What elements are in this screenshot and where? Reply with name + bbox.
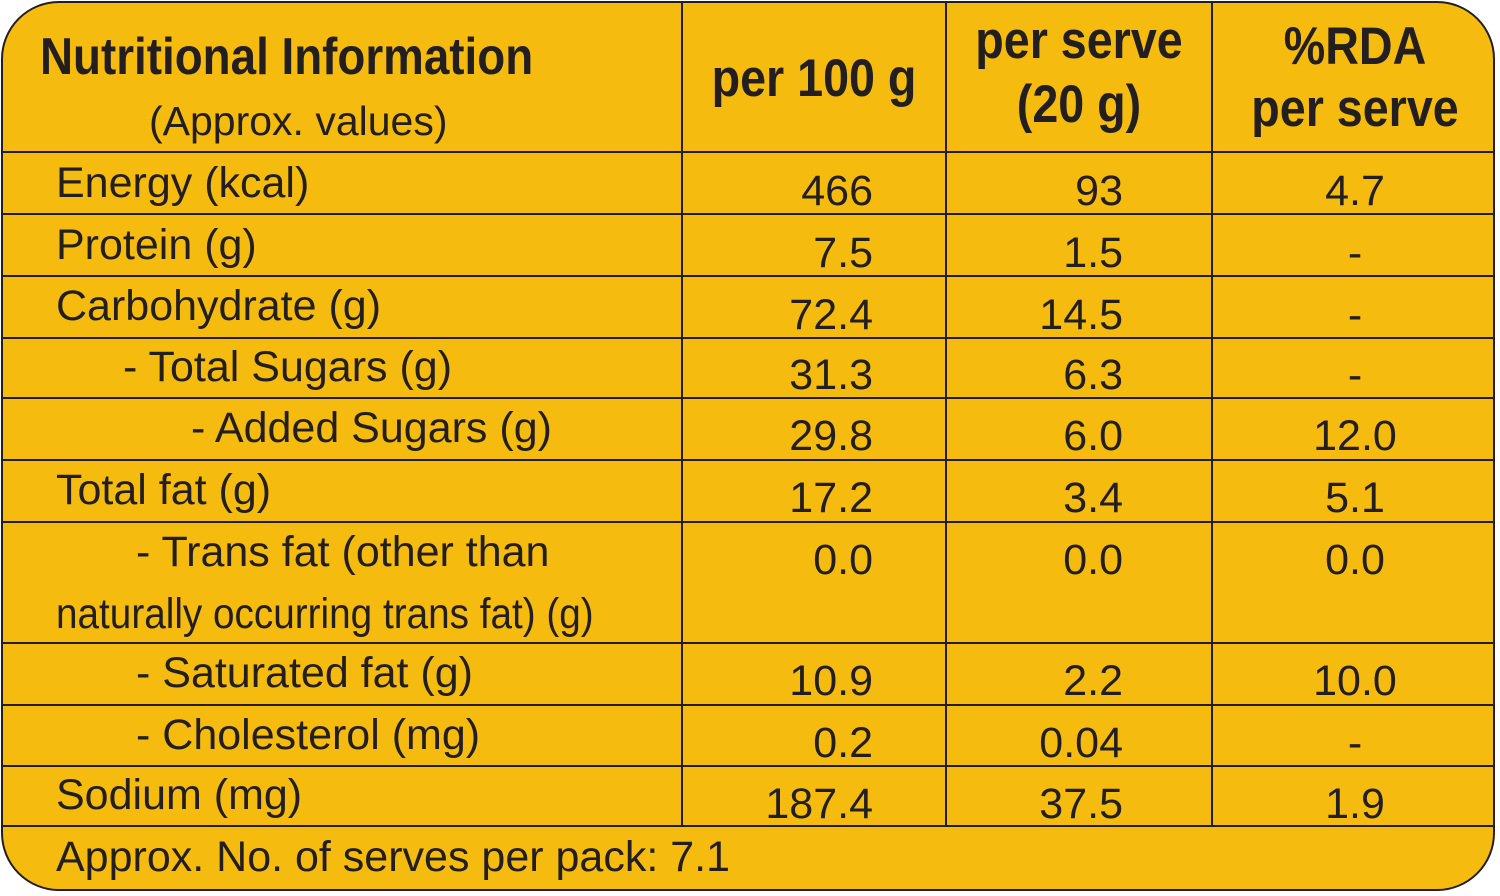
row-divider — [3, 151, 1493, 153]
row-divider — [3, 337, 1493, 339]
per-100g-value: 31.3 — [789, 351, 873, 399]
row-divider — [3, 825, 1493, 827]
nutrient-label: Sodium (mg) — [56, 771, 303, 819]
row-divider — [3, 275, 1493, 277]
column-header-rda: %RDA — [1283, 17, 1427, 76]
per-100g-value: 7.5 — [813, 229, 873, 277]
per-100g-value: 187.4 — [765, 780, 873, 828]
per-100g-value: 466 — [801, 167, 873, 215]
row-divider — [3, 213, 1493, 215]
row-divider — [3, 459, 1493, 461]
rda-value: 0.0 — [1325, 536, 1385, 584]
per-serve-value: 93 — [1075, 167, 1123, 215]
rda-value: - — [1347, 229, 1363, 277]
nutrient-label: - Cholesterol (mg) — [136, 711, 481, 759]
column-divider — [945, 3, 947, 827]
per-100g-value: 0.0 — [813, 536, 873, 584]
row-divider — [3, 397, 1493, 399]
column-divider — [681, 3, 683, 827]
row-divider — [3, 765, 1493, 767]
nutrient-label: Total fat (g) — [56, 466, 272, 514]
column-header-per-serve: per serve — [975, 11, 1183, 70]
per-serve-value: 3.4 — [1063, 474, 1123, 522]
serves-per-pack-note: Approx. No. of serves per pack: 7.1 — [56, 833, 730, 881]
per-serve-value: 2.2 — [1063, 657, 1123, 705]
row-divider — [3, 642, 1493, 644]
per-100g-value: 0.2 — [813, 719, 873, 767]
per-serve-value: 14.5 — [1039, 291, 1123, 339]
column-header-per-100g: per 100 g — [711, 49, 917, 108]
per-serve-value: 1.5 — [1063, 229, 1123, 277]
rda-value: - — [1347, 291, 1363, 339]
rda-value: - — [1347, 351, 1363, 399]
rda-value: 4.7 — [1325, 167, 1385, 215]
nutrient-label-continued: naturally occurring trans fat) (g) — [56, 590, 594, 638]
row-divider — [3, 704, 1493, 706]
nutrient-label: Protein (g) — [56, 221, 257, 269]
per-100g-value: 29.8 — [789, 412, 873, 460]
per-serve-value: 0.04 — [1039, 719, 1123, 767]
nutrient-label: Carbohydrate (g) — [56, 282, 382, 330]
nutrient-label: - Saturated fat (g) — [136, 649, 473, 697]
table-subtitle: (Approx. values) — [149, 98, 448, 144]
rda-value: 1.9 — [1325, 780, 1385, 828]
nutrient-label: - Trans fat (other than — [136, 528, 550, 576]
column-header-serve-size: (20 g) — [1016, 75, 1142, 134]
per-serve-value: 6.0 — [1063, 412, 1123, 460]
column-header-rda-per-serve: per serve — [1251, 79, 1459, 138]
rda-value: 10.0 — [1313, 657, 1397, 705]
per-serve-value: 37.5 — [1039, 780, 1123, 828]
per-100g-value: 72.4 — [789, 291, 873, 339]
table-title: Nutritional Information — [40, 28, 534, 86]
row-divider — [3, 521, 1493, 523]
rda-value: - — [1347, 719, 1363, 767]
rda-value: 5.1 — [1325, 474, 1385, 522]
per-serve-value: 0.0 — [1063, 536, 1123, 584]
per-serve-value: 6.3 — [1063, 351, 1123, 399]
column-divider — [1211, 3, 1213, 827]
per-100g-value: 10.9 — [789, 657, 873, 705]
nutrient-label: - Added Sugars (g) — [191, 404, 552, 452]
nutrient-label: Energy (kcal) — [56, 159, 310, 207]
per-100g-value: 17.2 — [789, 474, 873, 522]
nutrient-label: - Total Sugars (g) — [123, 343, 453, 391]
rda-value: 12.0 — [1313, 412, 1397, 460]
